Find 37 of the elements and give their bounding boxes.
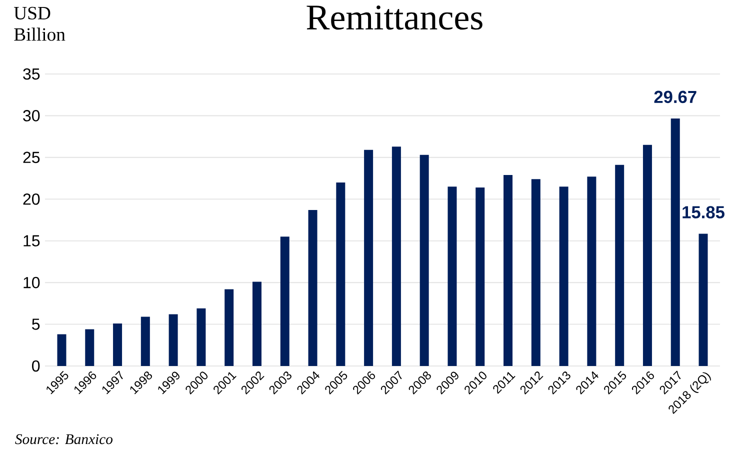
bar bbox=[420, 154, 429, 366]
bar bbox=[196, 308, 206, 366]
data-label: 15.85 bbox=[682, 206, 724, 218]
bar bbox=[224, 289, 234, 366]
y-tick-label: 0 bbox=[32, 360, 40, 372]
bar bbox=[587, 176, 596, 366]
y-tick-label: 10 bbox=[24, 276, 40, 288]
bar bbox=[308, 210, 318, 366]
bar bbox=[85, 329, 94, 366]
data-label: 29.67 bbox=[654, 90, 696, 104]
bar bbox=[615, 164, 624, 366]
bar bbox=[252, 282, 262, 366]
bar bbox=[670, 118, 680, 366]
bar bbox=[140, 316, 150, 366]
y-tick-label: 5 bbox=[32, 318, 40, 330]
bar bbox=[448, 186, 457, 366]
y-tick-label: 20 bbox=[23, 193, 40, 205]
y-tick-label: 35 bbox=[23, 68, 40, 80]
bar bbox=[113, 323, 122, 366]
y-axis-title: USD Billion bbox=[14, 6, 66, 41]
bar bbox=[168, 314, 178, 366]
y-tick-label: 15 bbox=[24, 235, 40, 246]
bar bbox=[559, 186, 568, 366]
source-note: Source: Banxico bbox=[15, 434, 113, 444]
y-tick-label: 30 bbox=[23, 110, 40, 122]
bar bbox=[336, 182, 346, 366]
bar bbox=[531, 179, 540, 366]
bar bbox=[364, 150, 374, 366]
bar bbox=[642, 144, 652, 366]
bar bbox=[280, 236, 290, 366]
bar bbox=[504, 174, 513, 366]
bar bbox=[392, 146, 401, 366]
bar bbox=[698, 234, 708, 366]
bar bbox=[476, 187, 485, 366]
y-tick-label: 25 bbox=[23, 152, 40, 164]
chart-title: Remittances bbox=[306, 5, 482, 30]
bar bbox=[57, 334, 66, 366]
